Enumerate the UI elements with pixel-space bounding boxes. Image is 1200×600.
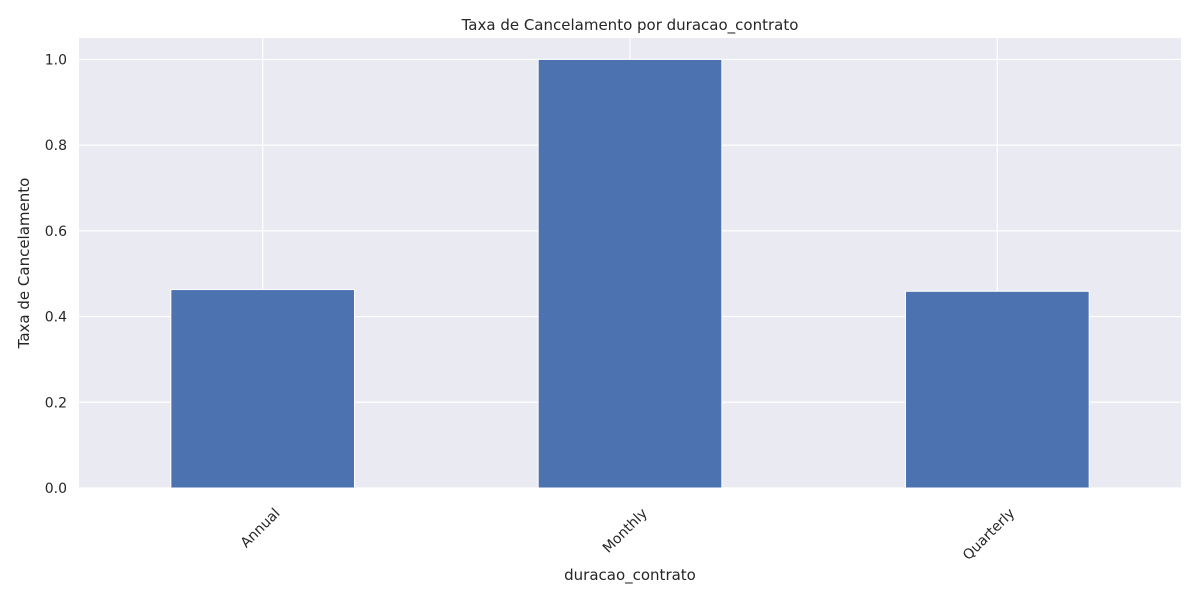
x-tick-label: Quarterly [960,506,1018,564]
x-tick-label: Annual [238,506,284,552]
bars [170,58,1090,489]
y-axis-label: Taxa de Cancelamento [15,178,33,350]
bar-annual [170,289,355,489]
y-tick-label: 1.0 [45,52,67,68]
y-tick-labels: 0.0 0.2 0.4 0.6 0.8 1.0 [45,52,67,497]
y-tick-label: 0.2 [45,395,67,411]
bar-monthly [537,58,723,489]
y-tick-label: 0.6 [45,224,67,240]
chart-title: Taxa de Cancelamento por duracao_contrat… [461,16,799,35]
y-tick-label: 0.0 [45,481,67,497]
bar-quarterly [905,290,1090,489]
x-axis-label: duracao_contrato [564,566,696,585]
x-tick-label: Monthly [600,506,651,557]
x-tick-labels: Annual Monthly Quarterly [238,506,1018,564]
y-tick-label: 0.4 [45,310,67,326]
y-tick-label: 0.8 [45,138,67,154]
